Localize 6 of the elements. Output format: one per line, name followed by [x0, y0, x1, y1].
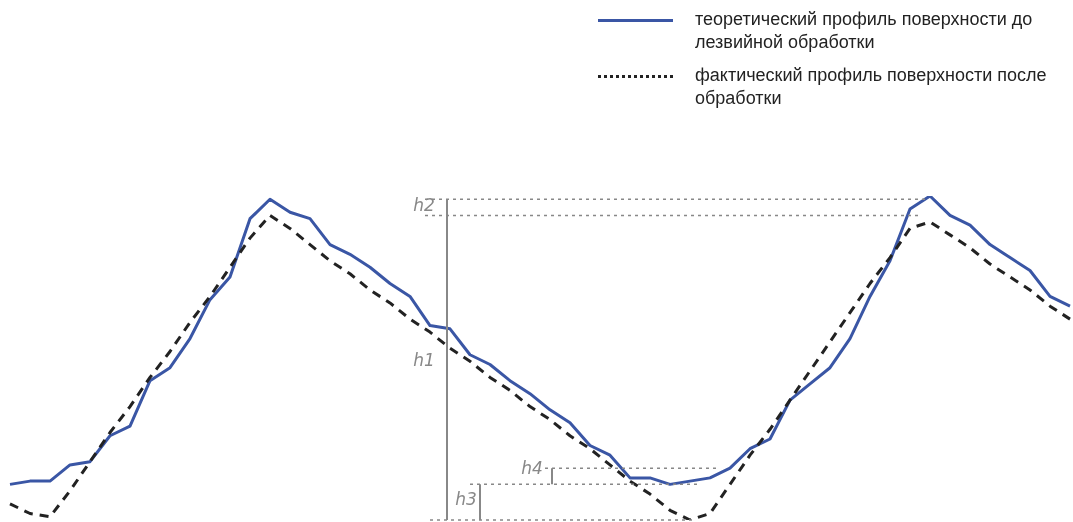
annotation: h4 — [521, 458, 543, 479]
annotation: h1 — [413, 350, 435, 371]
legend-label: фактический профиль поверхности после обработки — [695, 64, 1048, 110]
legend-label: теоретический профиль поверхности до лезвийной обработки — [695, 8, 1034, 54]
annotation: h2 — [413, 195, 435, 216]
annotation: h3 — [455, 489, 477, 510]
